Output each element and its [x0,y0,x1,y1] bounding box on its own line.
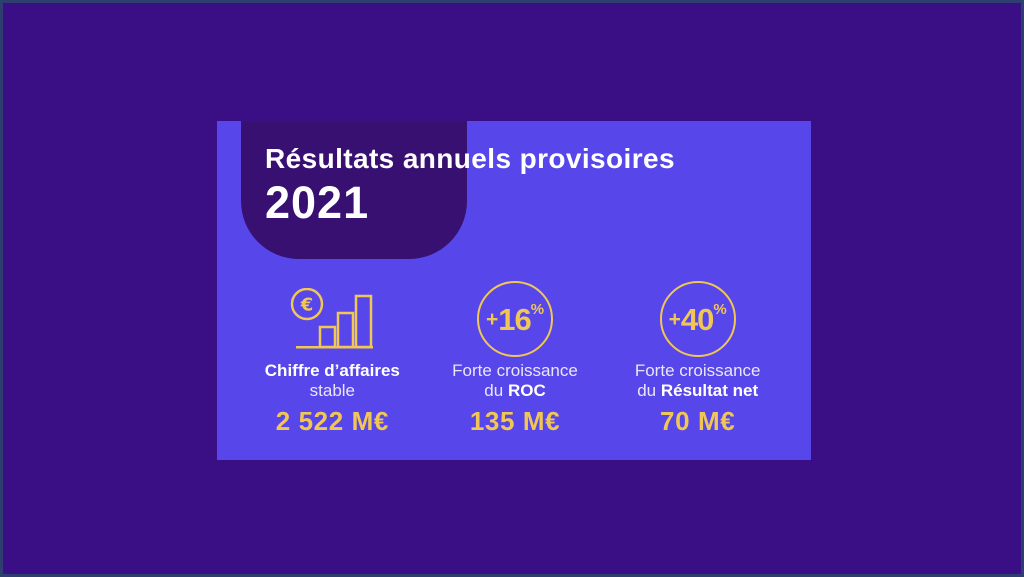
stat-value: 135 M€ [469,406,561,436]
stat-label-line1: Chiffre d’affaires [264,361,400,380]
stat-label-prefix: du [637,381,661,400]
stat-label-line1: Forte croissance [634,361,761,380]
stat-label-line2: du ROC [484,381,545,401]
badge-number: 16 [498,301,531,337]
badge-plus-sign: + [485,307,499,331]
stat-label-term: ROC [507,381,546,400]
stat-label-line2: stable [309,381,356,400]
growth-circle-badge: + 40 % [659,281,736,357]
stat-label-line2: du Résultat net [637,381,758,401]
euro-bar-chart-icon: € [289,277,375,361]
stat-value: 70 M€ [660,406,736,436]
badge-percent-sign: % [530,300,545,318]
growth-circle-badge: + 16 % [477,281,553,357]
title-block: Résultats annuels provisoires 2021 [265,142,675,227]
title-background-shape [241,121,467,259]
stat-label-line1: Forte croissance [452,361,578,380]
svg-text:€: € [300,295,314,316]
badge-percent-sign: % [713,300,727,318]
stat-label-term: Résultat net [660,381,759,400]
stats-row: € Chiffre d’affaires stable 2 522 M€ + 1… [217,277,811,437]
page-title: Résultats annuels provisoires [265,143,675,174]
badge-plus-sign: + [668,307,681,331]
growth-badge-area: + 40 % [659,277,736,361]
badge-number: 40 [680,301,714,337]
stat-column-net-result: + 40 % Forte croissance du Résultat net … [606,277,789,437]
title-year: 2021 [265,177,370,228]
stat-label-prefix: du [484,381,508,400]
stat-value: 2 522 M€ [275,406,389,436]
stat-column-roc: + 16 % Forte croissance du ROC 135 M€ [424,277,607,437]
growth-badge-area: + 16 % [477,277,553,361]
results-card: Résultats annuels provisoires 2021 € Chi… [217,121,811,460]
stat-column-revenue: € Chiffre d’affaires stable 2 522 M€ [241,277,424,437]
